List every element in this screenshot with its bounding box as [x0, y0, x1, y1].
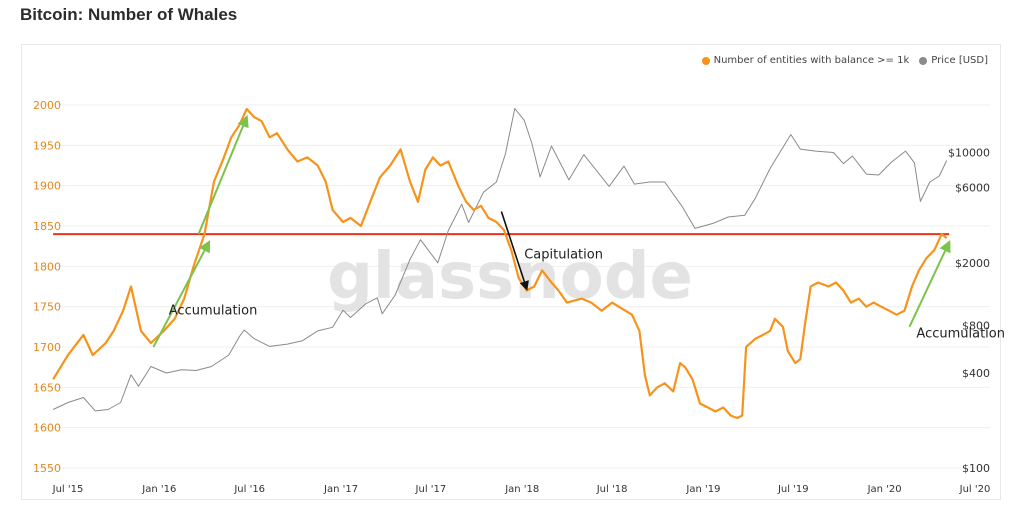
capitulation-label: Capitulation: [524, 247, 603, 262]
x-tick-label: Jul '16: [233, 484, 265, 495]
x-axis-ticks: Jul '15 Jan '16 Jul '16 Jan '17 Jul '17 Jan '…: [52, 484, 991, 495]
legend-dot-icon: [701, 56, 710, 65]
left-tick-label: 1600: [33, 422, 61, 435]
x-tick-label: Jan '17: [323, 484, 358, 495]
right-tick-label: $2000: [955, 257, 990, 270]
x-tick-label: Jul '17: [415, 484, 447, 495]
right-tick-label: $10000: [948, 146, 990, 159]
accumulation-label: Accumulation: [916, 326, 1005, 341]
left-tick-label: 1550: [33, 462, 61, 475]
left-tick-label: 1650: [33, 381, 61, 394]
x-tick-label: Jul '20: [959, 484, 991, 495]
chart-legend: Number of entities with balance >= 1k Pr…: [701, 55, 988, 66]
right-tick-label: $100: [962, 462, 990, 475]
legend-item-whales[interactable]: Number of entities with balance >= 1k: [701, 55, 910, 66]
left-tick-label: 1950: [33, 139, 61, 152]
x-tick-label: Jul '15: [52, 484, 84, 495]
left-tick-label: 2000: [33, 99, 61, 112]
left-tick-label: 1800: [33, 260, 61, 273]
x-tick-label: Jul '18: [596, 484, 628, 495]
grid-lines: [33, 104, 990, 469]
x-tick-label: Jan '18: [504, 484, 539, 495]
legend-dot-icon: [919, 56, 928, 65]
right-axis-ticks: $10000 $6000 $2000 $800 $400 $100: [948, 146, 990, 475]
chart-frame: [21, 44, 1001, 500]
x-tick-label: Jul '19: [777, 484, 809, 495]
left-tick-label: 1750: [33, 301, 61, 314]
right-tick-label: $6000: [955, 181, 990, 194]
x-tick-label: Jan '19: [685, 484, 720, 495]
x-tick-label: Jan '20: [867, 484, 902, 495]
accumulation-label: Accumulation: [169, 304, 258, 319]
legend-label-price: Price [USD]: [931, 55, 988, 66]
accumulation-arrow: [197, 114, 249, 235]
left-axis-ticks: 2000 1950 1900 1850 1800 1750 1700 1650 1600 1550: [33, 99, 61, 475]
right-tick-label: $800: [962, 320, 990, 333]
left-tick-label: 1700: [33, 341, 61, 354]
left-tick-label: 1900: [33, 180, 61, 193]
legend-item-price[interactable]: Price [USD]: [919, 55, 988, 66]
capitulation-arrow: [500, 211, 529, 291]
accumulation-arrow: [152, 240, 211, 348]
watermark: glassnode: [327, 240, 693, 314]
price-series-layer: [52, 108, 948, 412]
right-tick-label: $400: [962, 367, 990, 380]
left-tick-label: 1850: [33, 220, 61, 233]
price-series-line: [52, 108, 948, 412]
legend-label-whales: Number of entities with balance >= 1k: [713, 55, 910, 66]
accumulation-arrow: [908, 239, 951, 328]
annotations-layer: Accumulation Accumulation Capitulation: [152, 114, 1005, 348]
x-tick-label: Jan '16: [141, 484, 176, 495]
page-title: Bitcoin: Number of Whales: [20, 5, 238, 24]
